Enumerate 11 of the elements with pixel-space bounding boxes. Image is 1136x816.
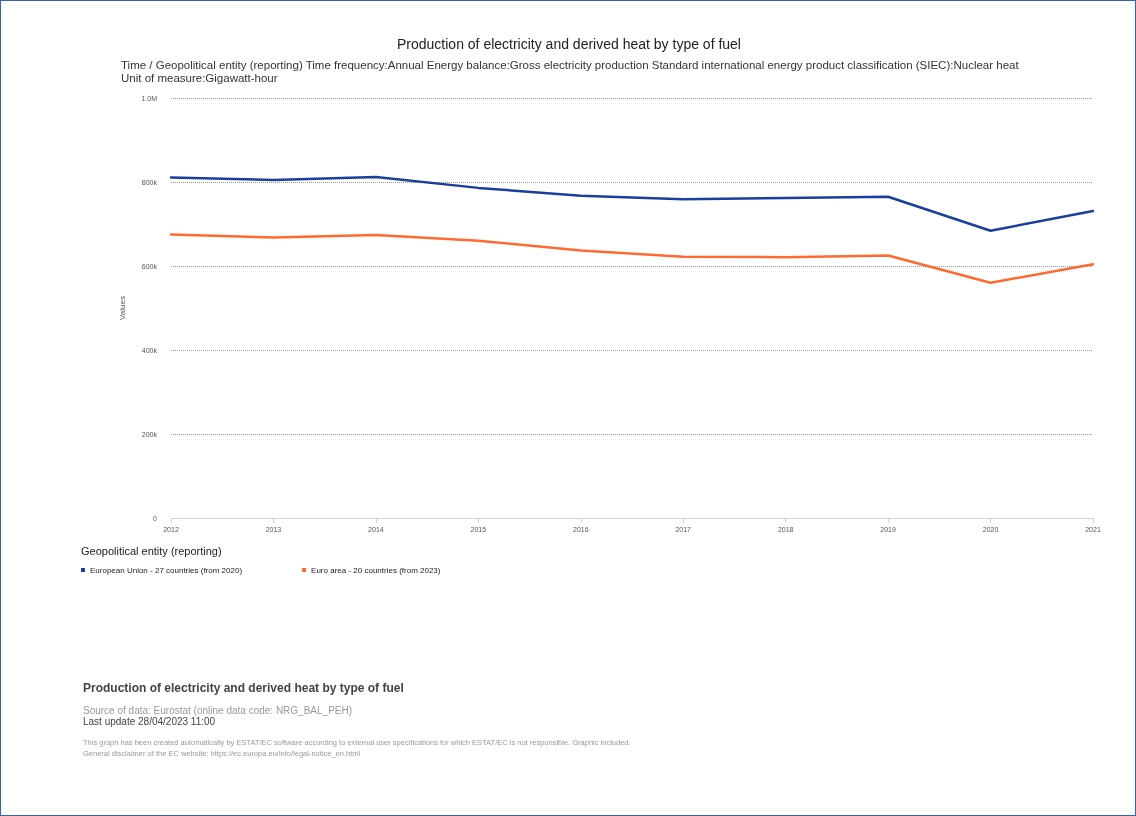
line-series — [169, 175, 1095, 232]
chart-subtitle: Time / Geopolitical entity (reporting) Time frequency:Annual Energy balance:Gross electricity production Standard international energy product classification (SIEC):Nuclear heat Unit of measure:Gigawatt-hour — [121, 59, 1020, 85]
legend-label: Euro area - 20 countries (from 2023) — [311, 565, 441, 575]
text: Last update 28/04/2023 11:00 — [83, 716, 216, 727]
line-series — [169, 233, 1095, 285]
text: Production of electricity and derived heat by type of fuel — [83, 681, 405, 695]
source-note: Source of data: Eurostat (online data code: NRG_BAL_PEH) — [83, 705, 354, 716]
y-axis-title: Values — [117, 296, 127, 320]
chart-title: Production of electricity and derived heat by type of fuel — [396, 36, 742, 52]
legend-title: Geopolitical entity (reporting) — [81, 545, 222, 557]
legend-label: European Union - 27 countries (from 2020) — [90, 565, 243, 575]
